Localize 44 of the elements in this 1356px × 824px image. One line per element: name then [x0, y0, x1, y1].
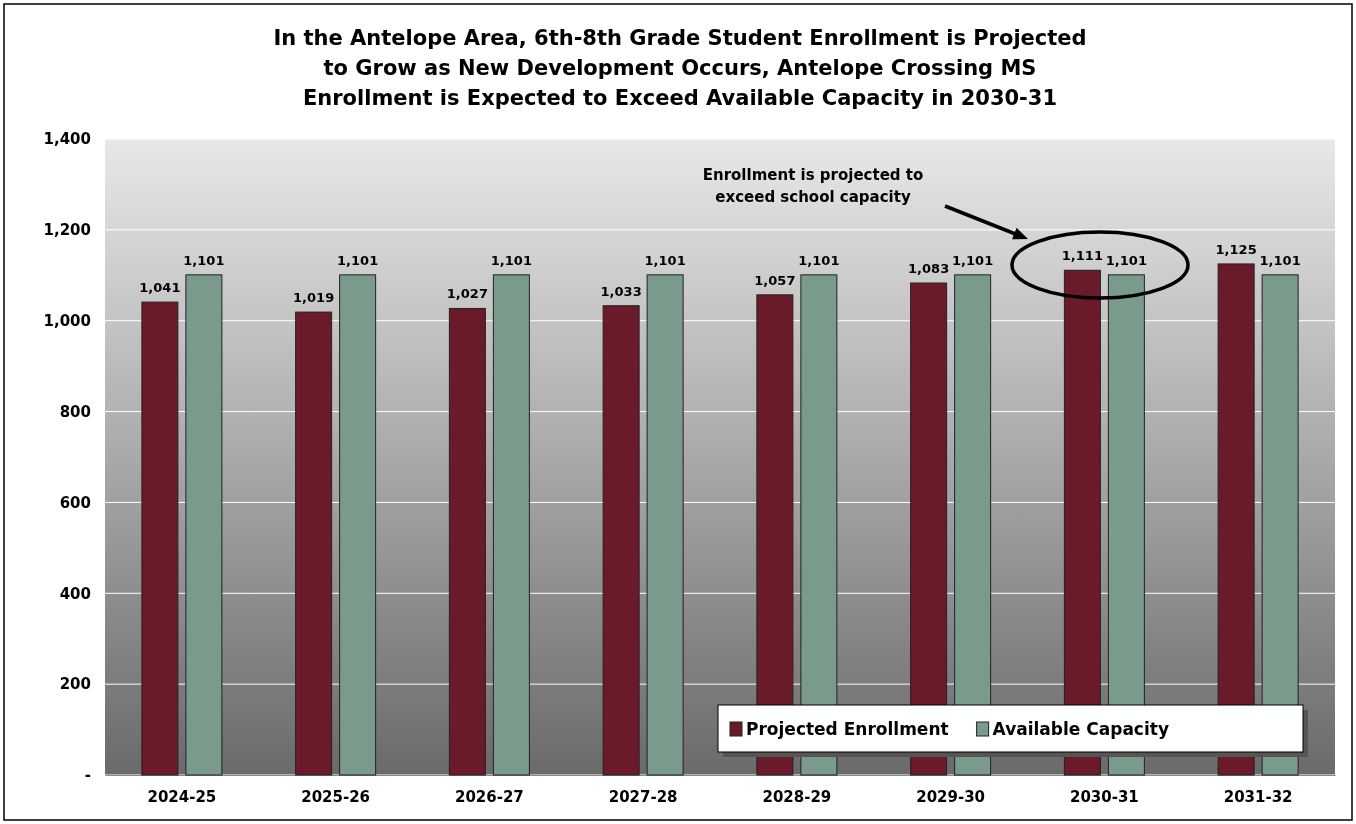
data-label: 1,111: [1061, 248, 1103, 264]
annotation: Enrollment is projected to exceed school capacity: [702, 166, 924, 206]
data-label: 1,101: [490, 252, 532, 268]
bar: [295, 311, 333, 776]
y-tick-label: 1,400: [43, 130, 91, 149]
y-tick-label: 1,000: [43, 312, 91, 331]
data-label: 1,041: [139, 280, 181, 296]
bar: [602, 305, 640, 776]
y-tick-label: 400: [59, 584, 91, 603]
data-label: 1,033: [600, 283, 642, 299]
bar: [646, 274, 684, 776]
bar: [141, 301, 179, 776]
data-label: 1,101: [1259, 252, 1301, 268]
data-label: 1,125: [1215, 241, 1257, 257]
y-tick-label: 1,200: [43, 221, 91, 240]
y-tick-label: 800: [59, 402, 91, 421]
x-tick-label: 2026-27: [454, 787, 524, 806]
x-tick-label: 2029-30: [916, 787, 986, 806]
data-label: 1,101: [644, 252, 686, 268]
bar: [185, 274, 223, 776]
x-tick-label: 2027-28: [608, 787, 678, 806]
x-tick-label: 2028-29: [762, 787, 832, 806]
legend-label: Available Capacity: [992, 719, 1169, 739]
y-tick-label: 600: [59, 493, 91, 512]
data-label: 1,101: [337, 252, 379, 268]
legend-label: Projected Enrollment: [746, 719, 949, 739]
bar: [492, 274, 530, 776]
data-label: 1,027: [446, 286, 488, 302]
chart-title: In the Antelope Area, 6th-8th Grade Student Enrollment is Projected to Grow as New Development Occurs, Antelope Crossing MS Enrollment is Expected to Exceed Available Capacity in 2030-31: [273, 26, 1087, 110]
y-tick-label: 200: [59, 675, 91, 694]
data-label: 1,101: [798, 252, 840, 268]
data-label: 1,019: [293, 290, 335, 306]
x-tick-label: 2031-32: [1223, 787, 1293, 806]
data-label: 1,101: [1105, 252, 1147, 268]
data-label: 1,057: [754, 272, 796, 288]
bar: [339, 274, 377, 776]
data-label: 1,101: [952, 252, 994, 268]
bar: [448, 307, 486, 776]
y-tick-label: -: [84, 766, 91, 785]
x-tick-label: 2030-31: [1069, 787, 1139, 806]
data-label: 1,101: [183, 252, 225, 268]
x-tick-label: 2024-25: [147, 787, 217, 806]
data-label: 1,083: [908, 261, 950, 277]
x-tick-label: 2025-26: [301, 787, 371, 806]
